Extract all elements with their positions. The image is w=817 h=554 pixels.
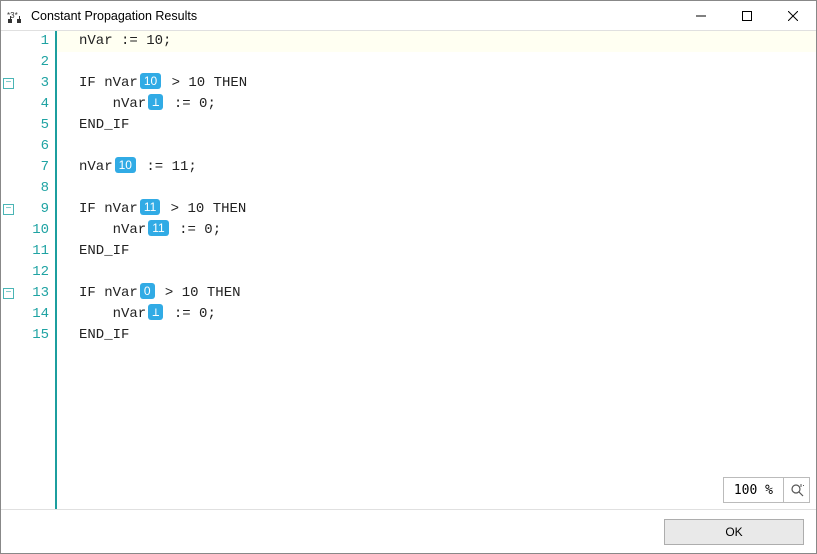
line-number: 7 [15, 157, 49, 178]
value-annotation-badge: ⊥ [148, 304, 163, 320]
svg-text:*3*: *3* [7, 11, 18, 20]
line-number: 14 [15, 304, 49, 325]
fold-toggle-icon[interactable]: − [3, 204, 14, 215]
line-number: 9 [15, 199, 49, 220]
window-title: Constant Propagation Results [31, 9, 678, 23]
value-annotation-badge: 11 [140, 199, 160, 215]
line-number: 15 [15, 325, 49, 346]
line-number: 3 [15, 73, 49, 94]
zoom-level-text[interactable]: 100 % [724, 478, 783, 502]
code-line[interactable] [79, 136, 816, 157]
line-number: 5 [15, 115, 49, 136]
code-line[interactable]: IF nVar11 > 10 THEN [79, 199, 816, 220]
code-line[interactable]: IF nVar10 > 10 THEN [79, 73, 816, 94]
fold-gutter: − − − [1, 31, 15, 509]
code-line[interactable]: nVar⊥ := 0; [79, 94, 816, 115]
fold-toggle-icon[interactable]: − [3, 288, 14, 299]
code-line[interactable]: nVar⊥ := 0; [79, 304, 816, 325]
code-line[interactable]: nVar10 := 11; [79, 157, 816, 178]
window-controls [678, 1, 816, 30]
code-line[interactable]: END_IF [79, 241, 816, 262]
value-annotation-badge: 0 [140, 283, 155, 299]
line-number: 1 [15, 31, 49, 52]
zoom-search-icon[interactable] [783, 478, 809, 502]
dialog-button-bar: OK [1, 509, 816, 553]
close-button[interactable] [770, 1, 816, 30]
code-line[interactable]: nVar := 10; [57, 31, 816, 52]
code-line[interactable]: IF nVar0 > 10 THEN [79, 283, 816, 304]
code-line[interactable]: nVar11 := 0; [79, 220, 816, 241]
code-line[interactable] [79, 178, 816, 199]
zoom-control: 100 % [723, 477, 810, 503]
code-editor[interactable]: −−− 123456789101112131415 nVar := 10;IF … [1, 31, 816, 509]
window-titlebar: *3* Constant Propagation Results [1, 1, 816, 31]
maximize-button[interactable] [724, 1, 770, 30]
line-number: 12 [15, 262, 49, 283]
line-number: 10 [15, 220, 49, 241]
line-number: 2 [15, 52, 49, 73]
ok-button[interactable]: OK [664, 519, 804, 545]
value-annotation-badge: 11 [148, 220, 168, 236]
line-number: 11 [15, 241, 49, 262]
code-content[interactable]: nVar := 10; IF nVar10 > 10 THEN nVar⊥ := … [57, 31, 816, 509]
line-number: 8 [15, 178, 49, 199]
code-line[interactable] [79, 262, 816, 283]
line-number: 6 [15, 136, 49, 157]
code-line[interactable]: END_IF [79, 325, 816, 346]
value-annotation-badge: 10 [115, 157, 136, 173]
app-icon: *3* [7, 8, 23, 24]
line-number-gutter: 123456789101112131415 [15, 31, 57, 509]
value-annotation-badge: 10 [140, 73, 161, 89]
line-number: 4 [15, 94, 49, 115]
code-line[interactable]: END_IF [79, 115, 816, 136]
fold-toggle-icon[interactable]: − [3, 78, 14, 89]
line-number: 13 [15, 283, 49, 304]
minimize-button[interactable] [678, 1, 724, 30]
code-line[interactable] [79, 52, 816, 73]
value-annotation-badge: ⊥ [148, 94, 163, 110]
